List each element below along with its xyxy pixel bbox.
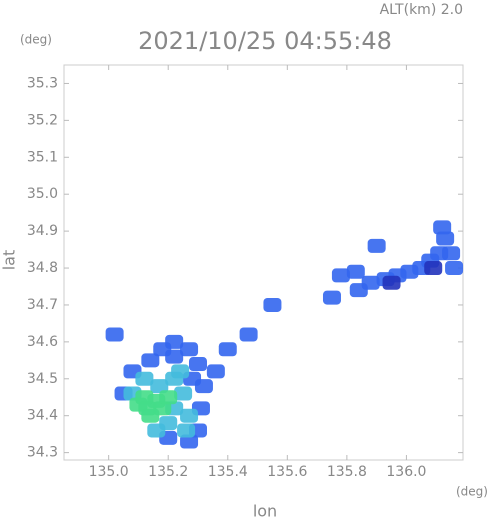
y-tick-label: 34.9	[27, 223, 58, 239]
echo-cell	[239, 327, 258, 342]
echo-cell	[177, 423, 196, 438]
echo-cell	[424, 261, 443, 276]
y-tick-label: 35.3	[27, 75, 58, 91]
y-unit: (deg)	[20, 33, 52, 47]
echo-cell	[206, 364, 225, 379]
echo-cell	[188, 357, 207, 372]
y-tick-label: 34.8	[27, 260, 58, 276]
echo-cell	[180, 434, 199, 449]
echo-cell	[135, 371, 154, 386]
plot-frame	[63, 64, 464, 461]
y-tick-label: 35.1	[27, 149, 58, 165]
chart-title: 2021/10/25 04:55:48	[138, 27, 392, 55]
echo-cell	[346, 264, 365, 279]
y-tick-label: 34.5	[27, 371, 58, 387]
echo-cell	[445, 261, 464, 276]
echo-cell	[165, 371, 184, 386]
echo-cell	[442, 246, 461, 261]
x-tick-label: 135.0	[89, 464, 129, 480]
y-tick-label: 35.0	[27, 186, 58, 202]
echo-cell	[322, 290, 341, 305]
x-tick-label: 135.6	[267, 464, 307, 480]
y-tick-label: 34.4	[27, 408, 58, 424]
echo-cell	[180, 408, 199, 423]
echo-cell	[218, 342, 237, 357]
echo-cell	[382, 275, 401, 290]
echo-cell	[436, 231, 455, 246]
x-axis-label: lon	[253, 502, 277, 521]
y-axis-label: lat	[0, 250, 19, 271]
echo-cell	[135, 390, 154, 405]
echo-cell	[433, 220, 452, 235]
echo-cell	[367, 238, 386, 253]
x-tick-label: 135.2	[148, 464, 188, 480]
x-tick-label: 135.4	[208, 464, 248, 480]
x-unit: (deg)	[456, 485, 488, 499]
echo-cell	[174, 386, 193, 401]
echo-cell	[141, 353, 160, 368]
y-tick-label: 34.7	[27, 297, 58, 313]
echo-cell	[150, 379, 169, 394]
echo-cell	[141, 408, 160, 423]
echo-cell	[105, 327, 124, 342]
subtitle: ALT(km) 2.0	[380, 2, 463, 18]
y-tick-label: 34.3	[27, 445, 58, 461]
echo-cell	[331, 268, 350, 283]
echo-cell	[165, 334, 184, 349]
y-tick-label: 34.6	[27, 334, 58, 350]
x-tick-label: 136.0	[386, 464, 426, 480]
echo-cell	[180, 342, 199, 357]
echo-cell	[361, 275, 380, 290]
echo-cell	[165, 349, 184, 364]
x-tick-label: 135.8	[327, 464, 367, 480]
echo-cell	[147, 423, 166, 438]
echo-cell	[263, 297, 282, 312]
y-tick-label: 35.2	[27, 112, 58, 128]
echo-cell	[159, 390, 178, 405]
